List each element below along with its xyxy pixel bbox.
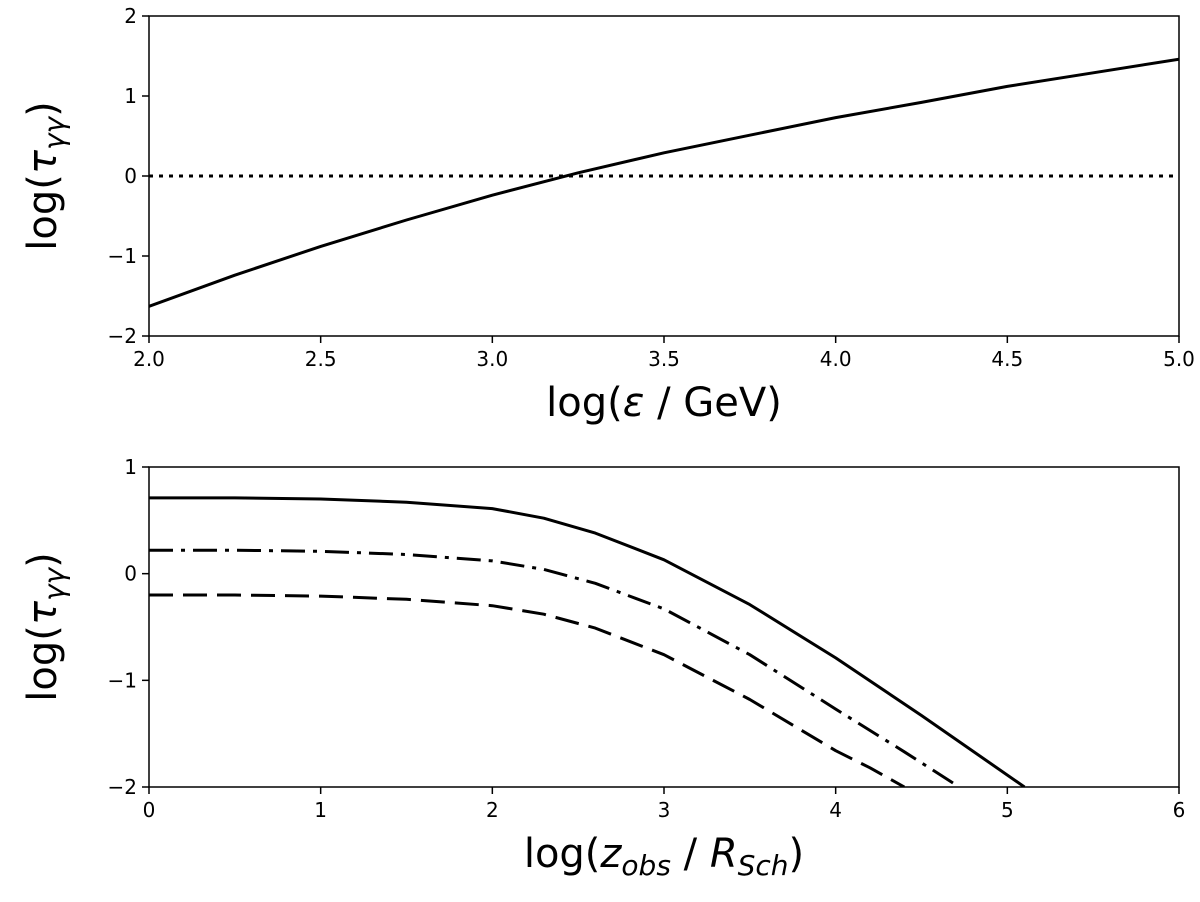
y-tick-label: 0 bbox=[124, 164, 137, 188]
x-tick-label: 3 bbox=[658, 798, 671, 822]
y-label-symbol: τ bbox=[20, 600, 66, 625]
y-tick-label: −1 bbox=[108, 668, 137, 692]
x-axis-label: log(zobs / RSch) bbox=[524, 831, 804, 882]
y-tick-label: −1 bbox=[108, 244, 137, 268]
series-line-solid bbox=[149, 496, 1026, 787]
x-tick-label: 5 bbox=[1001, 798, 1014, 822]
x-label-part: / bbox=[671, 831, 710, 877]
x-label-symbol: z bbox=[599, 831, 622, 877]
x-label-symbol: ε bbox=[623, 380, 645, 426]
y-label-part: log( bbox=[20, 174, 66, 251]
x-tick-label: 2.5 bbox=[305, 347, 337, 371]
y-label-subscript: γγ bbox=[38, 115, 71, 150]
x-tick-label: 4.5 bbox=[991, 347, 1023, 371]
x-label-subscript: Sch bbox=[738, 849, 789, 882]
y-label-part: ) bbox=[20, 552, 66, 568]
x-tick-label: 2 bbox=[486, 798, 499, 822]
x-tick-label: 6 bbox=[1173, 798, 1186, 822]
y-tick-label: −2 bbox=[108, 324, 137, 348]
y-tick-label: −2 bbox=[108, 775, 137, 799]
y-label-subscript: γγ bbox=[38, 566, 71, 601]
x-label-symbol: R bbox=[710, 831, 738, 877]
x-tick-label: 4.0 bbox=[820, 347, 852, 371]
x-tick-label: 5.0 bbox=[1163, 347, 1195, 371]
x-tick-label: 2.0 bbox=[133, 347, 165, 371]
series-line-solid bbox=[149, 57, 1179, 308]
x-label-part: / GeV) bbox=[644, 380, 781, 426]
y-label-part: ) bbox=[20, 101, 66, 117]
x-tick-label: 0 bbox=[143, 798, 156, 822]
x-tick-label: 4 bbox=[829, 798, 842, 822]
x-label-part: log( bbox=[546, 380, 623, 426]
y-tick-label: 1 bbox=[124, 455, 137, 479]
x-label-subscript: obs bbox=[621, 849, 671, 882]
y-axis-label: log(τγγ) bbox=[20, 552, 71, 701]
x-tick-label: 3.5 bbox=[648, 347, 680, 371]
y-tick-label: 0 bbox=[124, 562, 137, 586]
y-tick-label: 1 bbox=[124, 84, 137, 108]
axes-frame bbox=[148, 15, 1180, 337]
y-label-part: log( bbox=[20, 625, 66, 702]
y-label-symbol: τ bbox=[20, 149, 66, 174]
axes-frame bbox=[148, 466, 1180, 788]
y-tick-label: 2 bbox=[124, 4, 137, 28]
series-line-dashed bbox=[149, 593, 906, 787]
x-tick-label: 1 bbox=[314, 798, 327, 822]
x-tick-label: 3.0 bbox=[476, 347, 508, 371]
x-axis-label: log(ε / GeV) bbox=[546, 380, 782, 426]
x-label-part: ) bbox=[789, 831, 805, 877]
y-axis-label: log(τγγ) bbox=[20, 101, 71, 250]
x-label-part: log( bbox=[524, 831, 601, 877]
